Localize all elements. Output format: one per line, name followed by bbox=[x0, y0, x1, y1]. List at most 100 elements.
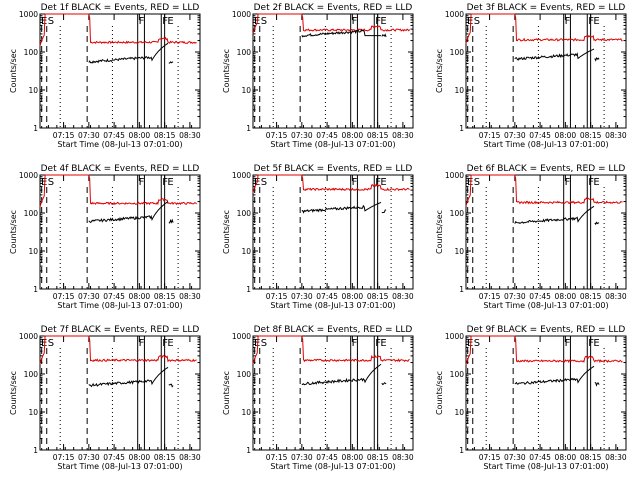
x-tick-label: 07:15 bbox=[53, 131, 75, 140]
panel-det-6f: Det 6f BLACK = Events, RED = LLD 1 10 100 10… bbox=[435, 164, 627, 310]
flag-label: E bbox=[380, 16, 386, 27]
y-tick-label: 1 bbox=[459, 124, 464, 133]
x-tick-label: 07:30 bbox=[78, 453, 100, 462]
x-tick-label: 07:30 bbox=[504, 131, 526, 140]
panel-det-1f: Det 1f BLACK = Events, RED = LLD 1 10 100 10… bbox=[9, 3, 201, 149]
y-tick-label: 1 bbox=[33, 124, 38, 133]
x-axis-label: Start Time (08-Jul-13 07:01:00) bbox=[483, 140, 608, 149]
y-tick-label: 100 bbox=[450, 209, 465, 218]
x-axis-label: Start Time (08-Jul-13 07:01:00) bbox=[270, 462, 395, 471]
x-tick-label: 08:15 bbox=[367, 131, 389, 140]
x-tick-label: 07:45 bbox=[529, 131, 551, 140]
panel-det-2f: Det 2f BLACK = Events, RED = LLD 1 10 100 10… bbox=[222, 3, 414, 149]
x-tick-label: 07:30 bbox=[291, 131, 313, 140]
events-series-tail bbox=[381, 209, 387, 214]
y-tick-label: 100 bbox=[24, 48, 39, 57]
y-tick-label: 1 bbox=[459, 446, 464, 455]
plot-frame bbox=[465, 335, 627, 451]
x-axis-label: Start Time (08-Jul-13 07:01:00) bbox=[270, 301, 395, 310]
flag-label: F bbox=[162, 16, 168, 27]
x-axis-label: Start Time (08-Jul-13 07:01:00) bbox=[483, 301, 608, 310]
y-tick-label: 100 bbox=[24, 209, 39, 218]
y-tick-label: 100 bbox=[450, 48, 465, 57]
events-series-line bbox=[514, 48, 595, 61]
y-axis-label: Counts/sec bbox=[435, 210, 444, 254]
y-tick-label: 10 bbox=[241, 247, 251, 256]
y-tick-label: 10 bbox=[28, 247, 38, 256]
y-tick-label: 100 bbox=[24, 370, 39, 379]
flag-label: E bbox=[41, 16, 47, 27]
x-tick-label: 08:00 bbox=[129, 453, 151, 462]
panel-title: Det 4f BLACK = Events, RED = LLD bbox=[41, 164, 200, 174]
flag-label: E bbox=[41, 177, 47, 188]
x-tick-label: 07:45 bbox=[529, 292, 551, 301]
x-tick-label: 07:45 bbox=[316, 292, 338, 301]
y-axis-label: Counts/sec bbox=[9, 49, 18, 93]
x-tick-label: 07:45 bbox=[103, 292, 125, 301]
y-tick-label: 10 bbox=[454, 86, 464, 95]
events-series-tail bbox=[594, 56, 600, 62]
x-tick-label: 08:15 bbox=[367, 453, 389, 462]
x-tick-label: 07:30 bbox=[291, 292, 313, 301]
lld-series-line bbox=[252, 174, 410, 194]
x-tick-label: 07:15 bbox=[479, 292, 501, 301]
events-series-line bbox=[301, 201, 382, 214]
lld-series-line bbox=[39, 335, 197, 365]
flag-label: S bbox=[474, 16, 480, 27]
flag-label: S bbox=[261, 177, 267, 188]
x-tick-label: 08:00 bbox=[342, 453, 364, 462]
events-series-line bbox=[514, 205, 595, 225]
y-tick-label: 1000 bbox=[19, 332, 38, 341]
panel-title: Det 6f BLACK = Events, RED = LLD bbox=[467, 164, 626, 174]
flag-label: F bbox=[162, 338, 168, 349]
panel-det-5f: Det 5f BLACK = Events, RED = LLD 1 10 100 10… bbox=[222, 164, 414, 310]
x-axis-label: Start Time (08-Jul-13 07:01:00) bbox=[270, 140, 395, 149]
flag-label: E bbox=[41, 338, 47, 349]
y-axis-label: Counts/sec bbox=[222, 210, 231, 254]
x-tick-label: 08:30 bbox=[392, 131, 414, 140]
flag-label: F bbox=[352, 338, 358, 349]
events-series-tail bbox=[168, 61, 174, 64]
x-tick-label: 08:30 bbox=[605, 131, 627, 140]
flag-label: F bbox=[588, 338, 594, 349]
x-tick-label: 07:15 bbox=[53, 453, 75, 462]
events-series-tail bbox=[381, 382, 387, 386]
x-tick-label: 08:30 bbox=[179, 131, 201, 140]
flag-label: F bbox=[565, 177, 571, 188]
flag-label: S bbox=[48, 338, 54, 349]
flag-label: S bbox=[474, 177, 480, 188]
flag-label: E bbox=[467, 338, 473, 349]
panel-det-8f: Det 8f BLACK = Events, RED = LLD 1 10 100 10… bbox=[222, 325, 414, 471]
flag-label: E bbox=[593, 16, 599, 27]
plot-frame bbox=[252, 174, 414, 290]
flag-label: F bbox=[588, 16, 594, 27]
panel-det-9f: Det 9f BLACK = Events, RED = LLD 1 10 100 10… bbox=[435, 325, 627, 471]
events-series-line bbox=[301, 29, 381, 38]
y-tick-label: 10 bbox=[28, 408, 38, 417]
lld-series-line bbox=[252, 13, 411, 34]
x-tick-label: 07:30 bbox=[504, 453, 526, 462]
plot-frame bbox=[465, 13, 627, 129]
x-tick-label: 07:15 bbox=[479, 453, 501, 462]
x-tick-label: 07:30 bbox=[504, 292, 526, 301]
flag-label: S bbox=[48, 16, 54, 27]
y-tick-label: 1000 bbox=[19, 10, 38, 19]
flag-label: S bbox=[261, 16, 267, 27]
flag-label: E bbox=[167, 177, 173, 188]
flag-label: E bbox=[467, 16, 473, 27]
flag-label: E bbox=[254, 338, 260, 349]
flag-label: E bbox=[167, 16, 173, 27]
x-tick-label: 08:00 bbox=[129, 292, 151, 301]
x-tick-label: 08:00 bbox=[342, 292, 364, 301]
x-axis-label: Start Time (08-Jul-13 07:01:00) bbox=[57, 140, 182, 149]
x-tick-label: 08:30 bbox=[605, 292, 627, 301]
x-tick-label: 08:15 bbox=[154, 131, 176, 140]
y-axis-label: Counts/sec bbox=[222, 371, 231, 415]
y-tick-label: 100 bbox=[237, 48, 252, 57]
panel-title: Det 7f BLACK = Events, RED = LLD bbox=[41, 325, 200, 335]
flag-label: F bbox=[375, 338, 381, 349]
y-tick-label: 1000 bbox=[445, 332, 464, 341]
events-series-tail bbox=[594, 221, 600, 226]
x-tick-label: 08:15 bbox=[580, 453, 602, 462]
